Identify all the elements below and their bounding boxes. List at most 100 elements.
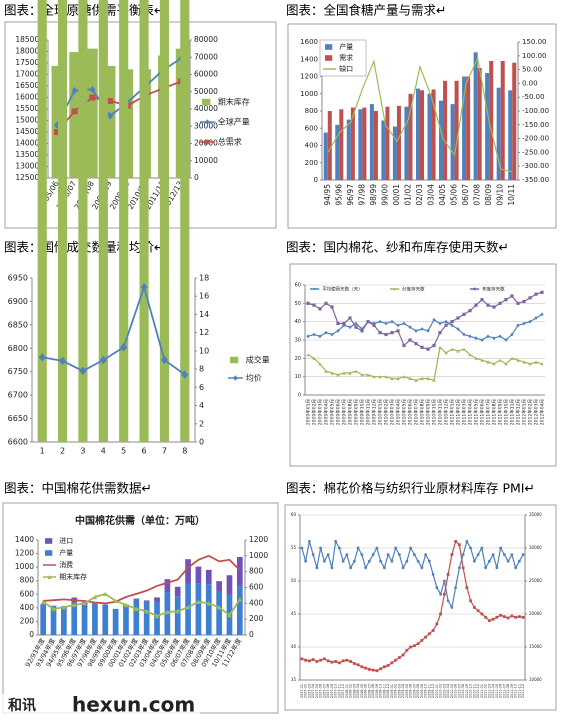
marker — [432, 378, 436, 382]
x-tick-label: 2009-12 — [431, 684, 435, 698]
x-tick-label: 2010-12 — [476, 684, 480, 698]
x-tick-label: 2010年11月 — [437, 399, 444, 425]
y2-tick-label: 400 — [249, 598, 264, 607]
marker — [89, 94, 96, 101]
marker — [92, 594, 98, 600]
y2-tick-label: 10000 — [529, 677, 542, 682]
legend-marker — [205, 139, 210, 145]
bar — [226, 575, 233, 595]
y2-tick-label: 1200 — [249, 535, 268, 544]
marker — [206, 601, 211, 606]
bar — [346, 119, 351, 180]
y2-tick-label: -100.00 — [522, 107, 549, 115]
marker — [356, 546, 360, 550]
legend-swatch — [202, 98, 211, 106]
y-tick-label: 30 — [295, 338, 301, 344]
y-tick-label: 50 — [291, 578, 297, 583]
marker — [454, 586, 458, 589]
y2-tick-label: 50000 — [194, 87, 218, 96]
marker — [510, 332, 514, 337]
marker — [72, 602, 77, 608]
marker — [474, 356, 478, 360]
marker — [522, 360, 526, 364]
marker — [446, 573, 450, 576]
marker — [107, 97, 114, 104]
x-tick-label: 2010年01月 — [377, 399, 384, 425]
marker — [336, 328, 340, 333]
marker — [390, 376, 394, 381]
marker — [330, 371, 334, 375]
bar — [236, 556, 243, 586]
bar — [216, 581, 222, 592]
x-tick-label: 2010年09月 — [425, 399, 432, 425]
bar — [396, 105, 401, 180]
line — [307, 291, 543, 350]
marker — [480, 612, 484, 616]
marker — [457, 566, 461, 570]
marker — [318, 307, 322, 311]
x-tick-label: 7 — [162, 447, 167, 456]
marker — [103, 591, 108, 597]
x-tick-label: 2009年09月 — [353, 399, 360, 425]
bar — [236, 585, 243, 635]
x-tick-label: 2009年10月 — [359, 399, 366, 425]
marker — [498, 358, 502, 362]
bar — [98, 0, 108, 442]
marker — [402, 343, 406, 348]
bar — [71, 602, 78, 635]
marker — [334, 660, 338, 663]
x-tick-label: 2011年03月 — [461, 399, 468, 425]
y2-tick-label: -150.00 — [522, 121, 549, 129]
marker — [307, 659, 311, 663]
legend-label: 产量 — [59, 548, 73, 557]
y2-tick-label: 50.00 — [522, 66, 542, 74]
marker — [360, 553, 364, 556]
x-tick-label: 2008-07 — [367, 684, 371, 698]
marker — [82, 601, 87, 606]
bar — [205, 584, 212, 635]
marker — [348, 316, 352, 320]
x-tick-label: 2008-05 — [360, 684, 364, 698]
marker — [354, 369, 358, 373]
x-tick-label: 2008-12 — [386, 684, 390, 698]
marker — [38, 353, 46, 362]
marker — [311, 658, 315, 661]
marker — [510, 614, 514, 618]
marker — [498, 334, 502, 339]
marker — [465, 586, 469, 589]
marker — [432, 343, 436, 348]
x-tick-label: 2009-08 — [416, 684, 420, 698]
y2-tick-label: 0 — [249, 630, 254, 639]
x-tick-label: 2011-12 — [521, 684, 525, 698]
marker — [371, 553, 375, 556]
y2-tick-label: 800 — [249, 567, 264, 576]
marker — [480, 298, 484, 302]
y-tick-label: 60 — [295, 283, 301, 289]
marker — [412, 553, 416, 556]
marker — [354, 325, 358, 329]
marker — [480, 338, 484, 342]
marker — [402, 375, 406, 379]
legend-label: 缺口 — [339, 64, 353, 73]
marker — [540, 290, 544, 294]
marker — [371, 668, 375, 672]
marker — [492, 362, 496, 366]
marker — [402, 321, 406, 326]
y-tick-label: 45 — [291, 611, 297, 616]
marker — [431, 629, 435, 632]
bar — [496, 87, 501, 180]
x-tick-label: 6 — [142, 447, 147, 456]
marker — [160, 355, 168, 365]
marker — [306, 301, 310, 305]
y2-tick-label: -250.00 — [522, 148, 549, 156]
bar — [466, 76, 471, 180]
marker — [486, 334, 490, 339]
y-tick-label: 1200 — [15, 549, 34, 558]
x-tick-label: 2010年03月 — [389, 399, 396, 425]
x-tick-label: 2009-01 — [390, 684, 394, 698]
marker — [300, 657, 304, 661]
y-tick-label: 1400 — [300, 55, 318, 63]
x-tick-label: 2012年03月 — [533, 399, 540, 425]
marker — [384, 375, 388, 379]
marker — [324, 330, 328, 335]
